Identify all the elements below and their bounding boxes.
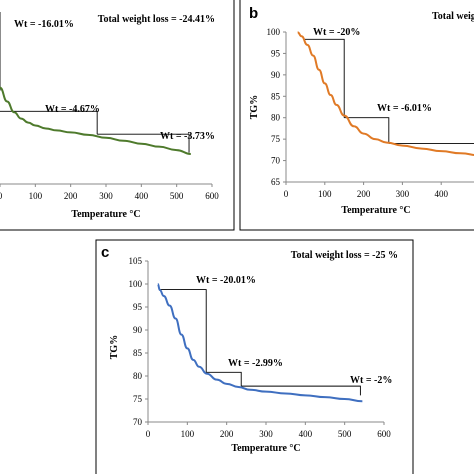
panel-c-y-tick-label: 95 [133,302,143,312]
panel-c-y-axis-title: TG% [109,335,120,359]
panel-c-total-loss-label: Total weight loss = -25 % [291,250,398,261]
panel-c-step-label: Wt = -2% [350,375,392,386]
panel-b-x-tick-label: 100 [318,189,332,199]
panel-b-y-tick-label: 70 [271,156,281,166]
panel-b-step-label: Wt = -20% [313,27,360,38]
panel-c-y-tick-label: 105 [129,256,143,266]
panel-b-step-label: Wt = -6.01% [377,103,432,114]
panel-b-y-axis-title: TG% [249,95,260,119]
panel-a-frame [0,0,235,231]
panel-c-letter: c [101,244,109,261]
panel-a-step-label: Wt = -3.73% [160,131,215,142]
panel-b-frame [239,0,474,231]
panel-b-y-tick-label: 95 [271,48,281,58]
panel-c-tg-curve [156,283,363,403]
panel-a-chart: 0 100 200 300 400 500 600 Wt = -16.01% Wt = -4.6… [0,12,219,220]
panel-a-x-tick-label: 100 [29,191,43,201]
panel-b-y-tick-label: 65 [271,177,281,187]
panel-a-x-axis-title: Temperature °C [71,209,140,220]
panel-b-total-loss-label: Total weight loss [432,11,474,22]
panel-c-chart: 0 100 200 300 400 500 600 70 75 80 85 90 95 100 105 Wt … [101,244,398,454]
panel-c-x-tick-label: 300 [259,429,273,439]
panel-c-x-axis-title: Temperature °C [231,443,300,454]
panel-b-y-tick-label: 90 [271,70,281,80]
panel-a-x-tick-label: 600 [205,191,219,201]
panel-c-step-bracket [159,289,207,373]
panel-c-y-tick-label: 85 [133,348,143,358]
panel-c-x-tick-label: 200 [220,429,234,439]
panel-c-y-tick-label: 75 [133,394,143,404]
panel-c-step-bracket [241,385,361,396]
panel-b-letter: b [249,5,258,22]
panel-a-step-label: Wt = -16.01% [14,19,74,30]
panel-b-x-tick-label: 200 [357,189,371,199]
panel-a-step-bracket [0,110,98,135]
panel-a-total-loss-label: Total weight loss = -24.41% [98,14,215,25]
panel-b-y-tick-label: 100 [267,27,281,37]
panel-b-y-tick-label: 80 [271,113,281,123]
panel-c-x-tick-label: 100 [181,429,195,439]
panel-b-x-tick-label: 400 [434,189,448,199]
panel-b-y-tick-label: 75 [271,134,281,144]
panel-a-x-tick-label: 0 [0,191,3,201]
panel-c-x-tick-label: 400 [299,429,313,439]
panel-a-step-label: Wt = -4.67% [45,104,100,115]
panel-b-step-bracket [303,38,345,118]
panel-b-step-bracket [344,117,390,144]
panel-a-x-tick-label: 200 [64,191,78,201]
panel-a-x-tick-label: 300 [99,191,113,201]
panel-c-step-label: Wt = -20.01% [196,275,256,286]
panel-c-step-label: Wt = -2.99% [228,358,283,369]
panel-c-y-tick-label: 80 [133,371,143,381]
panel-c-frame [95,239,414,474]
panel-a-step-bracket [97,133,190,153]
panel-b-tg-curve [297,31,474,157]
panel-c-y-tick-label: 70 [133,417,143,427]
panel-c-y-tick-label: 90 [133,325,143,335]
panel-a-tg-curve [0,86,191,156]
panel-c-y-tick-label: 100 [129,279,143,289]
panel-b-x-tick-label: 300 [396,189,410,199]
panel-c-x-tick-label: 0 [146,429,151,439]
panel-a-x-tick-label: 500 [170,191,184,201]
panel-b-y-tick-label: 85 [271,91,281,101]
panel-c-x-tick-label: 600 [377,429,391,439]
panel-b-chart: 0 100 200 300 400 65 70 75 80 85 90 95 100 Wt = -20% W… [249,5,474,216]
panel-b-x-tick-label: 0 [284,189,289,199]
panel-c-x-tick-label: 500 [338,429,352,439]
panel-b-x-axis-title: Temperature °C [341,205,410,216]
panel-c-step-bracket [206,371,242,387]
panel-a-x-tick-label: 400 [135,191,149,201]
